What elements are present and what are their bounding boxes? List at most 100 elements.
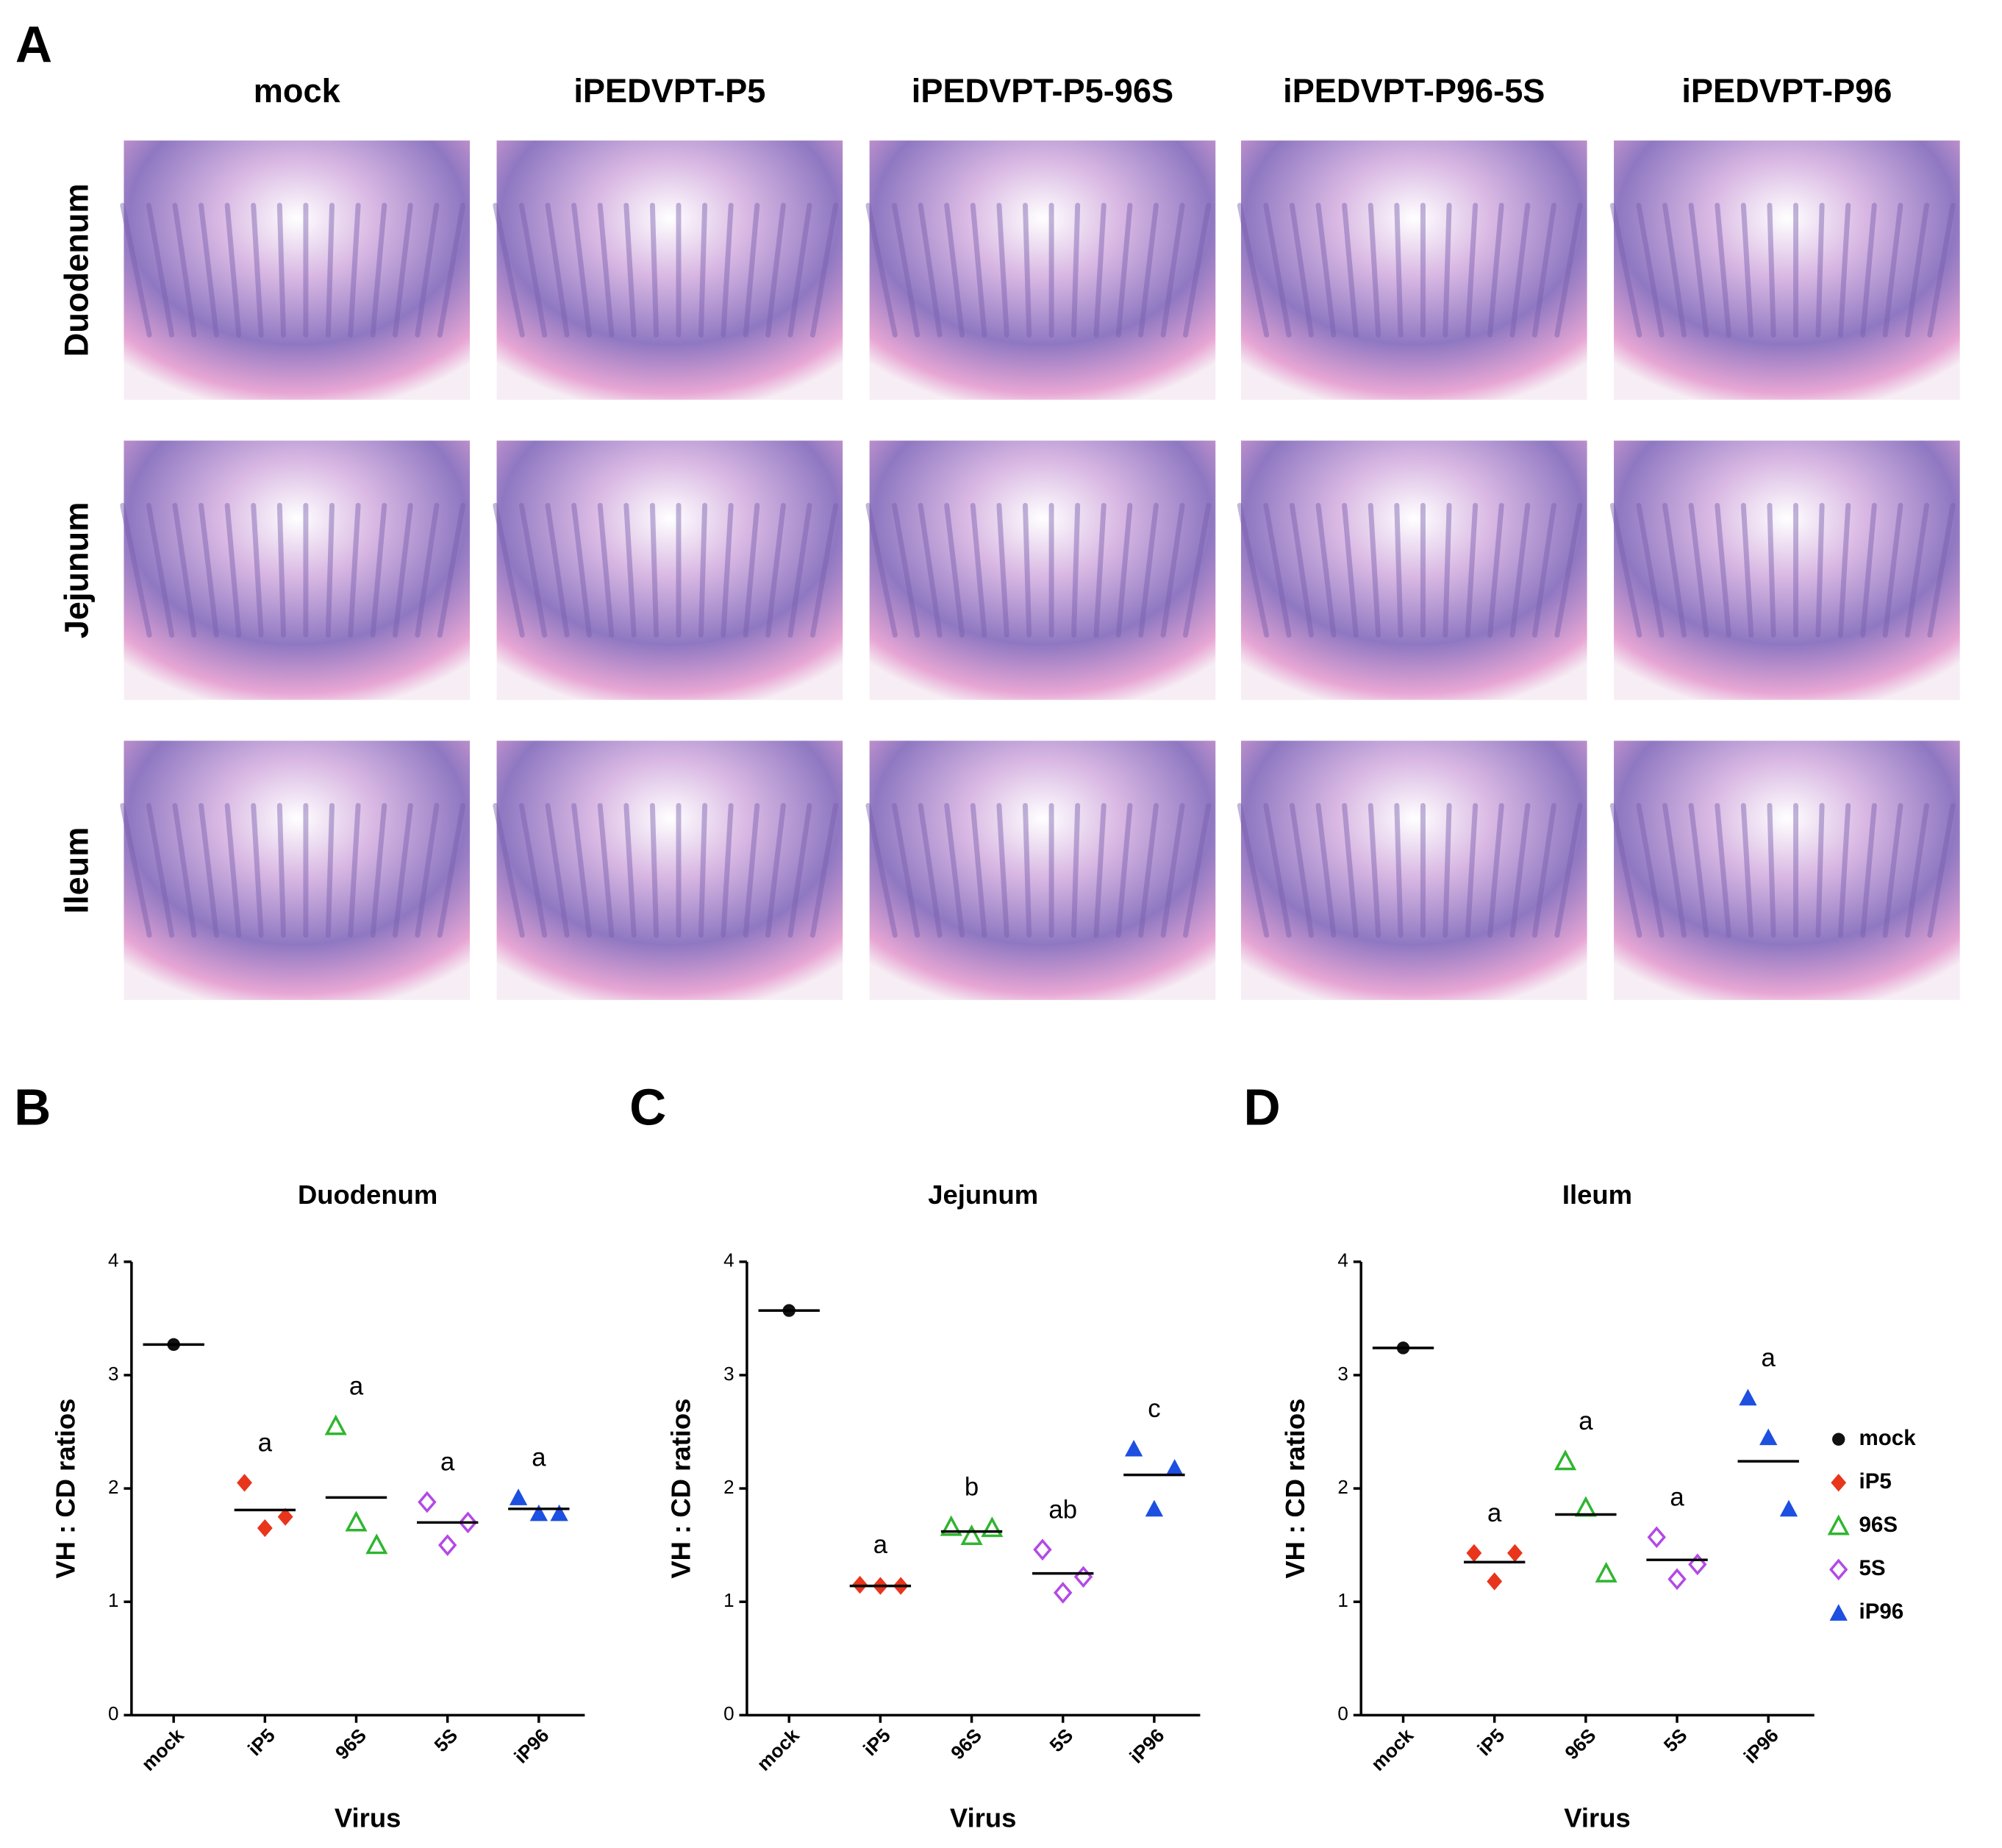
villus: [1342, 802, 1359, 938]
point: [345, 1510, 368, 1532]
villus: [1465, 502, 1479, 638]
significance-letter: a: [1487, 1499, 1502, 1527]
villus: [809, 502, 839, 638]
villus: [597, 502, 615, 638]
histology-image: [120, 741, 471, 1000]
point: [277, 1508, 293, 1526]
histology-image: [1237, 741, 1587, 1000]
villus: [493, 502, 525, 638]
point: [418, 1491, 437, 1513]
villus: [415, 202, 440, 338]
villus: [545, 202, 570, 338]
image-background: [124, 440, 471, 700]
villus: [1263, 502, 1292, 638]
villus: [1115, 502, 1133, 638]
villus: [765, 502, 786, 638]
villus: [1715, 802, 1731, 938]
y-tick-label: 0: [723, 1702, 734, 1724]
villus: [1662, 502, 1687, 638]
chart-title: Duodenum: [298, 1180, 437, 1210]
y-tick-label: 0: [1337, 1702, 1348, 1724]
villus: [765, 202, 786, 338]
villus: [1160, 502, 1185, 638]
villus: [1160, 202, 1185, 338]
villus: [493, 802, 525, 938]
chart-title: Ileum: [1562, 1180, 1632, 1210]
villus: [944, 502, 965, 638]
villus: [1509, 202, 1531, 338]
villus: [120, 202, 152, 338]
image-background: [869, 440, 1216, 700]
point: [237, 1474, 252, 1492]
villus: [393, 802, 413, 938]
x-axis-label: Virus: [335, 1802, 401, 1833]
villus: [493, 202, 525, 338]
villus: [1688, 502, 1709, 638]
villus: [1071, 502, 1081, 638]
villus: [649, 502, 659, 638]
villus: [1368, 202, 1381, 338]
legend-marker: [1829, 1558, 1848, 1581]
villus: [276, 502, 286, 638]
villus: [571, 202, 592, 338]
villus: [1882, 202, 1903, 338]
villus: [1860, 802, 1877, 938]
villus: [1182, 202, 1212, 338]
point: [1165, 1459, 1184, 1476]
panel-label: A: [15, 15, 52, 73]
y-tick-label: 4: [1337, 1249, 1348, 1271]
legend-marker: [1829, 1604, 1848, 1621]
villus: [1740, 502, 1754, 638]
significance-letter: ab: [1048, 1496, 1077, 1524]
villus: [370, 502, 387, 638]
villus: [325, 802, 335, 938]
histology-image: [1609, 741, 1960, 1000]
column-label: mock: [254, 72, 341, 110]
image-background: [496, 140, 843, 400]
villus: [865, 802, 898, 938]
villus: [1815, 802, 1825, 938]
villus: [1465, 802, 1479, 938]
villus: [1071, 802, 1081, 938]
villus: [865, 202, 898, 338]
villus: [1882, 502, 1903, 638]
legend-label: iP5: [1859, 1469, 1892, 1494]
villus: [1368, 502, 1381, 638]
column-label: iPEDVPT-P5: [573, 72, 765, 110]
x-tick-label: mock: [1367, 1724, 1418, 1775]
villus: [1905, 202, 1930, 338]
villus: [1487, 202, 1504, 338]
point: [1487, 1572, 1503, 1591]
villus: [1263, 802, 1292, 938]
villus: [623, 802, 637, 938]
villus: [1715, 202, 1731, 338]
villus: [437, 802, 465, 938]
point: [940, 1515, 962, 1536]
villus: [276, 202, 286, 338]
image-background: [124, 140, 471, 400]
villus: [1860, 202, 1877, 338]
point: [1145, 1499, 1164, 1517]
villus: [1394, 202, 1404, 338]
villus: [1837, 502, 1851, 638]
villus: [1342, 502, 1359, 638]
villus: [1927, 502, 1956, 638]
histology-image: [120, 140, 471, 400]
villus: [1442, 202, 1452, 338]
point: [1554, 1449, 1577, 1471]
villus: [348, 802, 361, 938]
histology-image: [865, 741, 1216, 1000]
y-tick-label: 0: [108, 1702, 118, 1724]
villus: [415, 502, 440, 638]
image-background: [1614, 440, 1960, 700]
chart-title: Jejunum: [928, 1180, 1038, 1210]
villus: [1368, 802, 1381, 938]
villus: [970, 802, 987, 938]
villus: [393, 502, 413, 638]
y-tick-label: 2: [723, 1476, 734, 1498]
villus: [199, 502, 219, 638]
legend-marker: [1831, 1474, 1847, 1492]
row-label: Jejunum: [58, 502, 96, 639]
y-tick-label: 3: [108, 1363, 118, 1385]
villus: [1662, 802, 1687, 938]
